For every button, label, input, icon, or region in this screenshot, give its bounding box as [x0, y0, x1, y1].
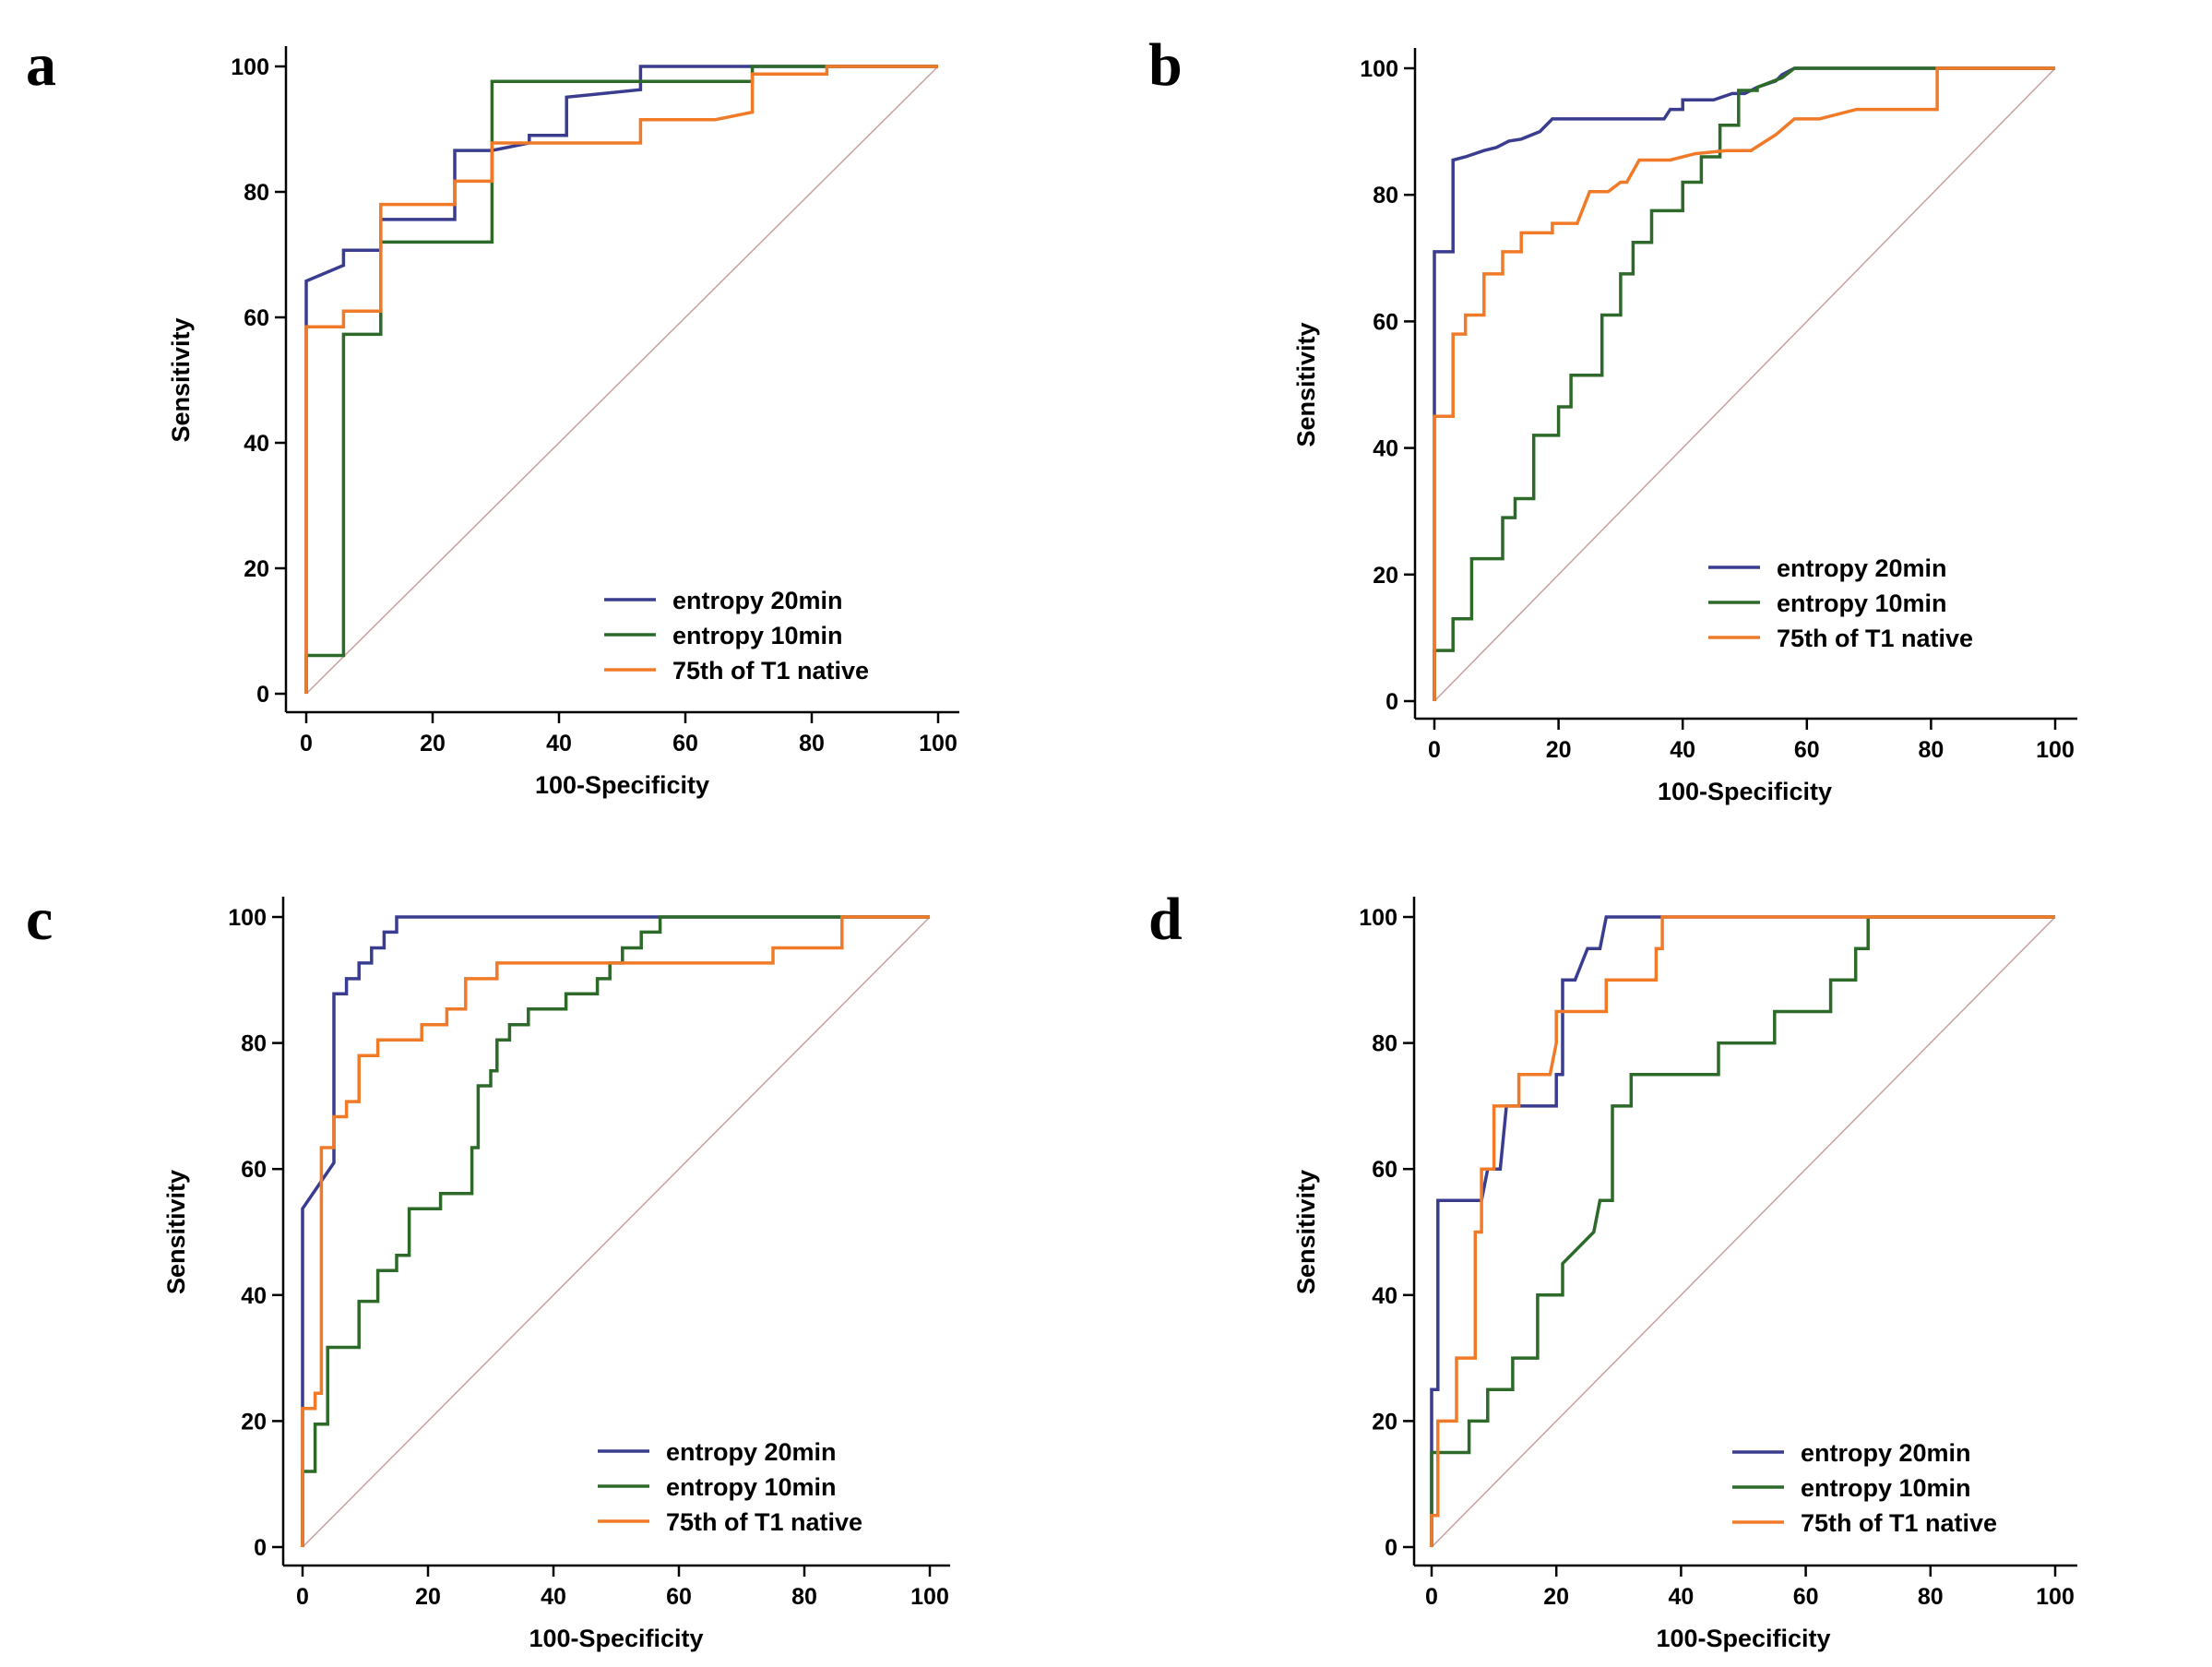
- x-tick-label: 60: [666, 1584, 692, 1610]
- y-tick-label: 40: [1372, 1283, 1397, 1309]
- y-tick-label: 20: [241, 1409, 267, 1435]
- series-line-entropy-10min: [301, 915, 930, 1547]
- y-tick-label: 0: [1385, 1535, 1397, 1561]
- panel-letter: c: [26, 886, 53, 953]
- panel-letter: a: [26, 31, 56, 99]
- legend-label: entropy 10min: [1777, 589, 1947, 617]
- roc-panels: a 0 20 40 60 80 100 0 20 40 60 80 100 100-Specificity…: [26, 31, 2077, 1652]
- x-tick-label: 0: [1428, 737, 1441, 763]
- x-axis-title: 100-Specificity: [529, 1625, 703, 1652]
- x-tick-label: 20: [1543, 1584, 1569, 1610]
- x-tick-label: 40: [546, 731, 572, 756]
- y-tick-label: 100: [1359, 905, 1397, 931]
- x-tick-label: 80: [1918, 737, 1944, 763]
- series-line-75th-of-t1-native: [1433, 66, 2055, 701]
- series-line-75th-of-t1-native: [304, 65, 938, 694]
- y-tick-label: 60: [244, 305, 269, 331]
- y-tick-label: 60: [1372, 1157, 1397, 1183]
- panel-a: a 0 20 40 60 80 100 0 20 40 60 80 100 100-Specificity…: [26, 31, 959, 799]
- reference-diagonal: [302, 916, 931, 1548]
- panel-d: d 0 20 40 60 80 100 0 20 40 60 80 100 100-Specificity…: [1148, 886, 2077, 1652]
- y-tick-label: 100: [1360, 56, 1398, 82]
- x-axis-title: 100-Specificity: [535, 771, 709, 799]
- series-line-entropy-20min: [1430, 915, 2055, 1547]
- reference-diagonal: [1433, 67, 2056, 702]
- legend: entropy 20min entropy 10min 75th of T1 nat…: [1708, 554, 1973, 652]
- x-tick-label: 80: [1918, 1584, 1944, 1610]
- y-tick-label: 40: [241, 1283, 267, 1309]
- y-tick-label: 60: [1373, 309, 1398, 335]
- x-tick-label: 100: [919, 731, 957, 756]
- legend-label: entropy 20min: [1777, 554, 1947, 582]
- legend-label: 75th of T1 native: [1777, 625, 1973, 652]
- y-tick-label: 80: [1372, 1031, 1397, 1057]
- series-line-entropy-10min: [1430, 915, 2055, 1547]
- legend: entropy 20min entropy 10min 75th of T1 nat…: [1732, 1439, 1997, 1537]
- y-tick-label: 0: [1385, 689, 1398, 715]
- y-tick-label: 40: [244, 431, 269, 457]
- series-line-entropy-10min: [1433, 66, 2055, 701]
- y-tick-label: 60: [241, 1157, 267, 1183]
- y-axis-title: Sensitivity: [162, 1170, 190, 1294]
- y-tick-label: 20: [1372, 1409, 1397, 1435]
- legend-label: entropy 10min: [1801, 1474, 1971, 1502]
- x-tick-label: 40: [1670, 737, 1695, 763]
- legend-label: 75th of T1 native: [666, 1508, 862, 1536]
- y-axis-title: Sensitivity: [1292, 322, 1320, 447]
- x-axis-title: 100-Specificity: [1658, 778, 1832, 805]
- panel-b: b 0 20 40 60 80 100 0 20 40 60 80 100 100-Specificity…: [1148, 31, 2077, 805]
- series-line-entropy-20min: [301, 915, 930, 1547]
- x-tick-label: 0: [296, 1584, 309, 1610]
- series-line-75th-of-t1-native: [301, 915, 930, 1547]
- y-tick-label: 80: [241, 1031, 267, 1057]
- x-tick-label: 80: [799, 731, 825, 756]
- x-tick-label: 100: [2036, 737, 2075, 763]
- legend-label: 75th of T1 native: [672, 657, 869, 685]
- y-tick-label: 100: [228, 905, 267, 931]
- y-tick-label: 80: [244, 180, 269, 206]
- legend-label: entropy 10min: [672, 622, 843, 649]
- legend-label: entropy 20min: [672, 587, 843, 614]
- y-axis-title: Sensitivity: [1292, 1170, 1320, 1294]
- x-tick-label: 20: [420, 731, 446, 756]
- y-tick-label: 20: [1373, 563, 1398, 589]
- series-line-75th-of-t1-native: [1430, 915, 2055, 1547]
- panel-c: c 0 20 40 60 80 100 0 20 40 60 80 100 100-Specificity…: [26, 886, 950, 1652]
- x-tick-label: 0: [1425, 1584, 1438, 1610]
- x-tick-label: 0: [300, 731, 313, 756]
- y-tick-label: 20: [244, 556, 269, 582]
- legend-label: entropy 20min: [666, 1438, 837, 1466]
- y-tick-label: 80: [1373, 183, 1398, 208]
- x-tick-label: 60: [1793, 1584, 1819, 1610]
- y-tick-label: 100: [231, 54, 269, 80]
- y-tick-label: 40: [1373, 436, 1398, 462]
- x-tick-label: 80: [791, 1584, 817, 1610]
- y-tick-label: 0: [256, 682, 269, 708]
- x-tick-label: 20: [415, 1584, 441, 1610]
- x-tick-label: 20: [1546, 737, 1572, 763]
- reference-diagonal: [305, 65, 939, 695]
- legend-label: entropy 10min: [666, 1473, 837, 1501]
- x-tick-label: 40: [541, 1584, 566, 1610]
- x-tick-label: 100: [2036, 1584, 2075, 1610]
- legend: entropy 20min entropy 10min 75th of T1 nat…: [598, 1438, 862, 1536]
- panel-letter: b: [1148, 31, 1183, 99]
- reference-diagonal: [1431, 916, 2056, 1548]
- x-axis-title: 100-Specificity: [1656, 1625, 1830, 1652]
- x-tick-label: 60: [672, 731, 698, 756]
- x-tick-label: 100: [910, 1584, 949, 1610]
- y-axis-title: Sensitivity: [167, 317, 195, 442]
- legend-label: 75th of T1 native: [1801, 1509, 1997, 1537]
- legend: entropy 20min entropy 10min 75th of T1 nat…: [604, 587, 869, 685]
- legend-label: entropy 20min: [1801, 1439, 1971, 1467]
- x-tick-label: 60: [1794, 737, 1820, 763]
- y-tick-label: 0: [254, 1535, 267, 1561]
- panel-letter: d: [1148, 886, 1183, 953]
- x-tick-label: 40: [1668, 1584, 1694, 1610]
